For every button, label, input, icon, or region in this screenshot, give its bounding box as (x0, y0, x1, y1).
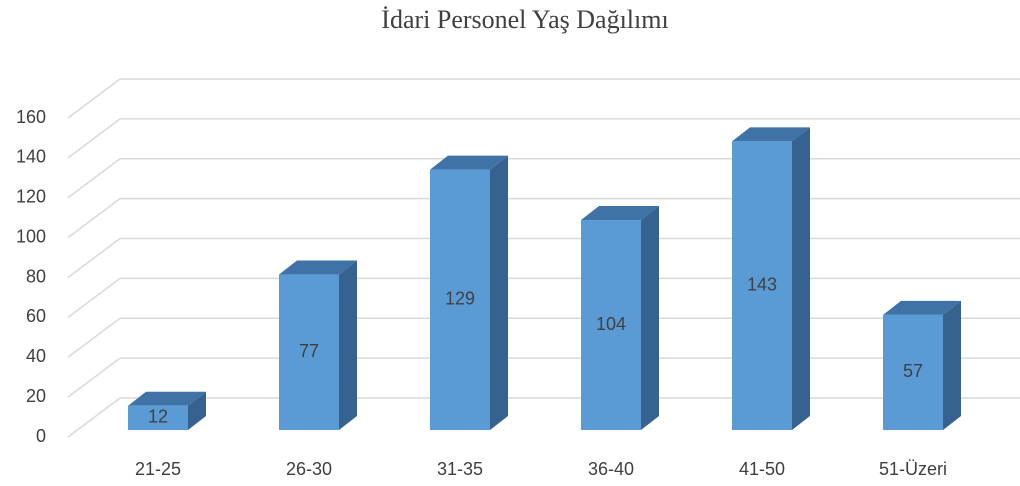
y-tick-label: 20 (26, 386, 46, 406)
bar-top (581, 206, 659, 221)
bar-side (792, 127, 810, 430)
y-tick-label: 40 (26, 346, 46, 366)
grid-line (67, 78, 121, 119)
value-label: 12 (148, 407, 168, 427)
bar-top (732, 127, 810, 142)
bar (128, 405, 188, 430)
grid-line (67, 237, 121, 279)
grid-line (67, 118, 121, 159)
bar-side (943, 300, 961, 430)
bar-top (883, 300, 961, 315)
chart-title: İdari Personel Yaş Dağılımı (381, 5, 668, 34)
y-tick-label: 120 (16, 187, 46, 207)
bar-top (279, 260, 357, 275)
bar-side (339, 260, 357, 430)
x-tick-label: 31-35 (437, 459, 483, 479)
value-label: 143 (747, 274, 777, 294)
bar-top (430, 155, 508, 170)
grid-line (67, 317, 121, 358)
bar (581, 220, 641, 430)
value-label: 104 (596, 314, 626, 334)
x-tick-label: 21-25 (135, 459, 181, 479)
value-label: 129 (445, 289, 475, 309)
grid-line (67, 198, 121, 239)
x-tick-label: 51-Üzeri (879, 459, 947, 479)
y-tick-label: 100 (16, 226, 46, 246)
y-tick-label: 80 (26, 266, 46, 286)
grid-line (67, 357, 121, 398)
grid-line (67, 158, 121, 199)
y-tick-label: 0 (36, 426, 46, 446)
x-tick-label: 36-40 (588, 459, 634, 479)
bar-side (641, 206, 659, 430)
y-tick-label: 60 (26, 306, 46, 326)
x-tick-label: 26-30 (286, 459, 332, 479)
bar (430, 169, 490, 431)
bar (279, 274, 339, 430)
bar-side (188, 391, 206, 430)
y-tick-label: 160 (16, 107, 46, 127)
value-label: 77 (299, 341, 319, 361)
grid-line (67, 277, 121, 318)
bar-top (128, 391, 206, 406)
y-tick-label: 140 (16, 147, 46, 167)
value-label: 57 (903, 361, 923, 381)
bar (732, 141, 792, 430)
bar-side (490, 155, 508, 431)
grid-line (67, 397, 121, 438)
x-tick-label: 41-50 (739, 459, 785, 479)
bar (883, 314, 943, 430)
